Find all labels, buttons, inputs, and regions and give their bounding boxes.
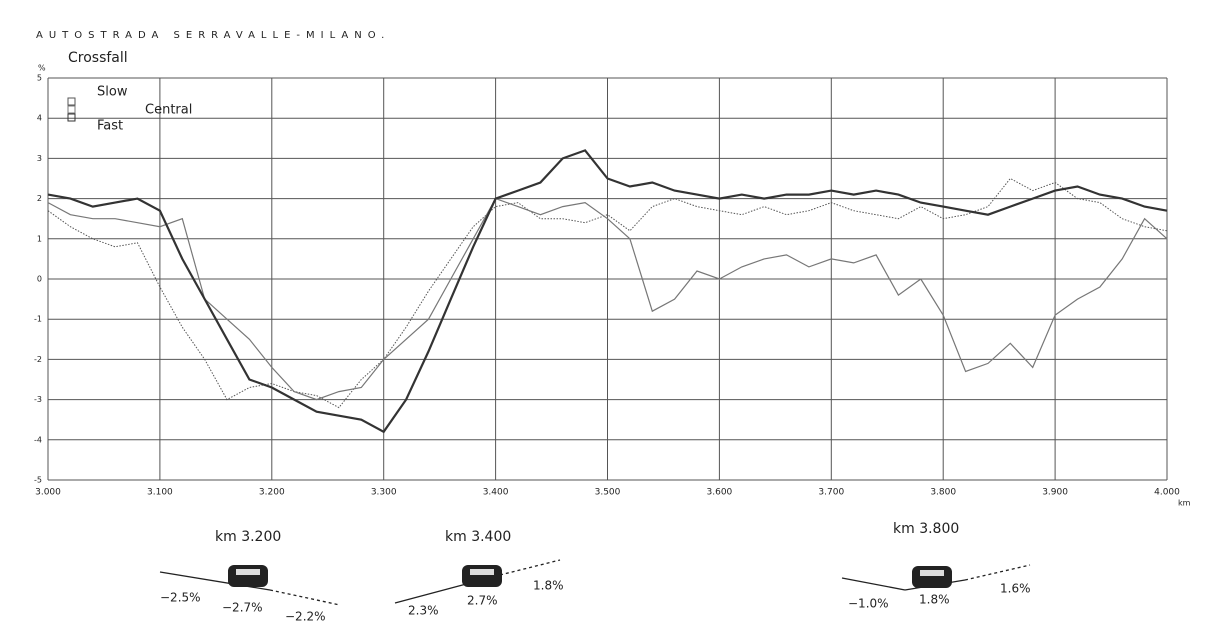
- car-window: [470, 569, 494, 575]
- chart-title: AUTOSTRADA SERRAVALLE-MILANO.: [36, 30, 390, 41]
- x-tick-label: 3.600: [707, 488, 733, 498]
- x-tick-label: 3.400: [483, 488, 509, 498]
- annotation-value: 1.6%: [1000, 582, 1031, 596]
- legend-marker: [68, 98, 75, 105]
- x-tick-label: 3.500: [595, 488, 621, 498]
- y-tick-label: 2: [37, 194, 42, 203]
- y-tick-label: -5: [34, 476, 42, 485]
- road-surface: [965, 565, 1030, 580]
- car-window: [920, 570, 944, 576]
- y-tick-label: 3: [37, 154, 42, 163]
- y-tick-label: 1: [37, 234, 42, 243]
- legend-marker: [68, 106, 75, 113]
- annotation-value: −2.7%: [222, 601, 263, 615]
- x-tick-label: 3.700: [818, 488, 844, 498]
- road-surface: [500, 560, 560, 575]
- legend-label: Fast: [97, 119, 123, 134]
- road-surface: [842, 578, 905, 590]
- annotation-value: −1.0%: [848, 597, 889, 611]
- annotation-value: 2.7%: [467, 594, 498, 608]
- y-tick-label: -4: [34, 435, 42, 444]
- car-icon: [228, 565, 268, 587]
- annotation-title: km 3.800: [893, 521, 959, 537]
- road-surface: [270, 590, 340, 605]
- car-window: [236, 569, 260, 575]
- y-tick-label: 5: [37, 74, 42, 83]
- x-tick-label: 3.900: [1042, 488, 1068, 498]
- legend-label: Slow: [97, 85, 128, 100]
- x-axis-label: km: [1178, 499, 1191, 508]
- x-tick-label: 3.300: [371, 488, 397, 498]
- x-tick-label: 3.200: [259, 488, 285, 498]
- x-tick-label: 4.000: [1154, 488, 1180, 498]
- y-tick-label: 4: [37, 114, 42, 123]
- y-tick-label: -3: [34, 395, 42, 404]
- car-icon: [462, 565, 502, 587]
- x-tick-label: 3.100: [147, 488, 173, 498]
- chart-subtitle: Crossfall: [68, 50, 128, 66]
- car-icon: [912, 566, 952, 588]
- annotation-value: −2.5%: [160, 591, 201, 605]
- x-tick-label: 3.000: [35, 488, 61, 498]
- legend-label: Central: [145, 103, 192, 118]
- y-tick-label: 0: [37, 275, 42, 284]
- annotation-value: 1.8%: [919, 593, 950, 607]
- y-tick-label: -2: [34, 355, 42, 364]
- y-tick-label: -1: [34, 315, 42, 324]
- chart: AUTOSTRADA SERRAVALLE-MILANO. Crossfall …: [0, 0, 1216, 632]
- annotation-title: km 3.200: [215, 529, 281, 545]
- x-tick-label: 3.800: [930, 488, 956, 498]
- annotation-title: km 3.400: [445, 529, 511, 545]
- legend-marker: [68, 114, 75, 121]
- annotation-value: −2.2%: [285, 610, 326, 624]
- annotation-value: 2.3%: [408, 604, 439, 618]
- annotation-value: 1.8%: [533, 579, 564, 593]
- y-axis-label: %: [38, 64, 46, 73]
